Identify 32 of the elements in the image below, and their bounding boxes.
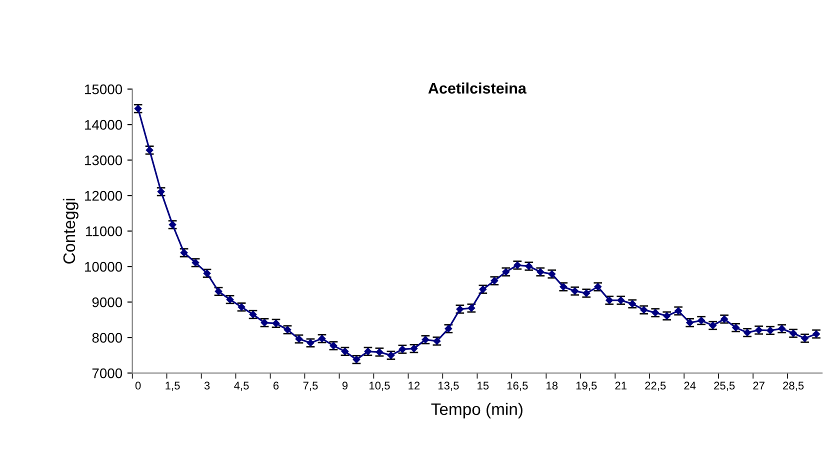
x-tick-label: 10,5 [370,382,390,391]
x-tick-label: 13,5 [438,382,459,391]
x-tick-label: 21 [615,382,627,390]
x-tick-label: 12 [408,382,420,390]
y-tick-label: 11000 [86,226,122,236]
x-tick-label: 16,5 [507,382,528,391]
y-tick-label: 10000 [85,262,122,272]
x-axis-title: Tempo (min) [431,402,522,418]
y-axis-title: Conteggi [62,198,78,264]
y-tick-label: 15000 [85,84,122,94]
x-tick-label: 19,5 [576,382,597,391]
x-tick-label: 18 [546,382,558,390]
x-tick-label: 9 [342,382,348,390]
y-tick-label: 8000 [92,332,122,343]
y-tick-label: 7000 [92,368,122,378]
x-tick-label: 0 [135,382,141,390]
y-tick-label: 12000 [85,190,122,201]
x-tick-label: 15 [478,382,489,390]
chart-title: Acetilcisteina [428,82,527,94]
x-tick-label: 25,5 [714,382,735,391]
x-tick-label: 1,5 [166,382,180,391]
x-tick-label: 27 [753,382,764,390]
x-tick-label: 4,5 [234,382,249,391]
x-tick-label: 22,5 [645,382,666,391]
y-tick-label: 14000 [85,120,122,130]
x-tick-label: 7,5 [303,382,318,391]
x-tick-label: 6 [273,382,279,390]
y-tick-label: 13000 [85,155,122,166]
x-tick-label: 28,5 [783,382,804,391]
x-tick-label: 3 [204,382,210,390]
y-tick-label: 9000 [92,297,122,308]
x-tick-label: 24 [684,382,696,390]
